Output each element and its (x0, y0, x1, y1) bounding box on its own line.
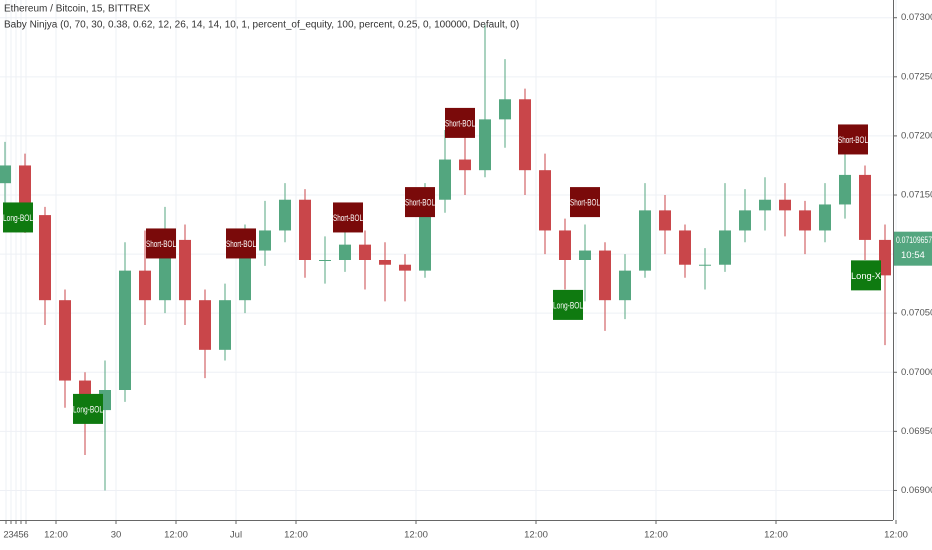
candle-body (879, 239, 891, 276)
candle-body (139, 270, 151, 301)
x-tick-label: 12:00 (884, 530, 908, 541)
y-tick-label: 0.07000000 (901, 367, 932, 378)
candle-body (239, 250, 251, 301)
candle-body (659, 210, 671, 231)
candle-body (859, 174, 871, 240)
y-tick-label: 0.07250000 (901, 71, 932, 82)
candle-body (759, 199, 771, 211)
candle-body (459, 159, 471, 171)
indicator-legend: Baby Ninjya (0, 70, 30, 0.38, 0.62, 12, … (4, 20, 519, 31)
candle-body (339, 244, 351, 260)
trade-marker (73, 393, 103, 424)
candle-body (359, 244, 371, 260)
candle-body (699, 264, 711, 266)
candle-body (59, 300, 71, 381)
candle-body (599, 250, 611, 301)
candle-body (299, 199, 311, 260)
trade-label: Short-BOL (405, 198, 435, 209)
x-tick-label: 12:00 (404, 530, 428, 541)
trade-label: Long-X (851, 271, 882, 282)
trade-label: Short-BOL (570, 198, 600, 209)
trade-marker (838, 124, 868, 155)
candle-body (179, 239, 191, 301)
trade-marker (226, 228, 256, 259)
x-tick-label: 3 (8, 530, 13, 541)
axes: 0.06900000 0.06950000 0.07000000 0.07050000… (3, 12, 932, 541)
trade-marker (3, 202, 33, 233)
trade-label: Long-BOL (73, 404, 103, 415)
y-tick-label: 0.07300000 (901, 12, 932, 23)
trade-label: Short-BOL (226, 239, 256, 250)
countdown-label: 10:54 (901, 250, 925, 261)
annotations: Long-BOL Long-BOL Short-BOL Short-BOL Short-… (3, 107, 882, 424)
x-tick-label: 12:00 (524, 530, 548, 541)
candle-body (319, 260, 331, 261)
candle-body (419, 199, 431, 271)
y-tick-label: 0.07050000 (901, 308, 932, 319)
candle-body (119, 270, 131, 390)
candle-body (719, 230, 731, 265)
candle-body (839, 174, 851, 205)
candle-body (539, 170, 551, 231)
x-tick-label: 12:00 (764, 530, 788, 541)
candle-body (819, 204, 831, 231)
candle-body (39, 215, 51, 301)
trade-marker (333, 202, 363, 233)
trade-label: Long-BOL (3, 213, 33, 224)
trade-label: Short-BOL (838, 135, 868, 146)
trade-marker (146, 228, 176, 259)
x-tick-label: 4 (13, 530, 18, 541)
x-tick-label: 12:00 (164, 530, 188, 541)
grid (0, 0, 897, 520)
candle-body (439, 159, 451, 200)
candle-body (519, 99, 531, 171)
candle-body (379, 260, 391, 265)
candle-body (779, 199, 791, 211)
last-price-box (894, 231, 932, 266)
x-tick-label: 5 (18, 530, 23, 541)
chart-title: Ethereum / Bitcoin, 15, BITTREX (4, 4, 150, 15)
candle-body (0, 165, 11, 184)
trade-label: Short-BOL (146, 239, 176, 250)
candle-body (579, 250, 591, 260)
candle-body (619, 270, 631, 301)
trade-label: Long-BOL (553, 300, 583, 311)
last-price-label: 0.07109657 (896, 235, 932, 246)
trade-marker (553, 289, 583, 320)
trade-label: Short-BOL (445, 118, 475, 129)
candle-body (219, 300, 231, 350)
candle-body (199, 300, 211, 350)
y-tick-label: 0.06950000 (901, 426, 932, 437)
candle-body (639, 210, 651, 271)
y-tick-label: 0.07150000 (901, 190, 932, 201)
trade-marker (570, 187, 600, 218)
x-tick-label: 12:00 (44, 530, 68, 541)
candle-body (739, 210, 751, 231)
trade-marker (851, 260, 881, 291)
x-tick-label: 30 (111, 530, 122, 541)
y-tick-label: 0.06900000 (901, 485, 932, 496)
candle-body (399, 264, 411, 271)
candle-body (499, 99, 511, 120)
candle-body (279, 199, 291, 231)
candle-body (559, 230, 571, 260)
trade-label: Short-BOL (333, 213, 363, 224)
y-tick-label: 0.07200000 (901, 130, 932, 141)
candle-body (799, 210, 811, 231)
x-tick-label: 6 (23, 530, 28, 541)
candle-body (479, 119, 491, 171)
trade-marker (405, 187, 435, 218)
candle-body (259, 230, 271, 251)
x-tick-label: Jul (230, 530, 242, 541)
x-tick-label: 12:00 (284, 530, 308, 541)
x-tick-label: 12:00 (644, 530, 668, 541)
trade-marker (445, 107, 475, 138)
candle-body (679, 230, 691, 265)
x-tick-label: 2 (3, 530, 8, 541)
